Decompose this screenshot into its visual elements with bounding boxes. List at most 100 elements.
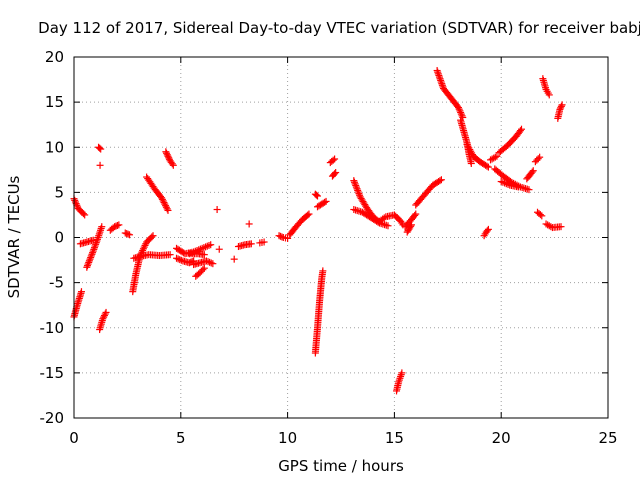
x-tick-label: 5 bbox=[176, 429, 186, 447]
x-axis-label: GPS time / hours bbox=[278, 457, 404, 475]
data-point bbox=[355, 190, 363, 198]
data-point bbox=[467, 159, 475, 167]
y-axis-label: SDTVAR / TECUs bbox=[5, 175, 23, 298]
data-point bbox=[140, 243, 148, 251]
data-point bbox=[455, 105, 463, 113]
data-point bbox=[113, 221, 121, 229]
data-point bbox=[99, 315, 107, 323]
data-point bbox=[200, 244, 208, 252]
data-point bbox=[164, 152, 172, 160]
data-point bbox=[213, 206, 221, 214]
data-point bbox=[332, 169, 340, 177]
data-point bbox=[139, 245, 147, 253]
data-point bbox=[483, 162, 491, 170]
data-point bbox=[545, 222, 553, 230]
data-point bbox=[96, 161, 104, 169]
data-point bbox=[491, 153, 499, 161]
data-point bbox=[163, 205, 171, 213]
data-point bbox=[89, 249, 97, 257]
data-point bbox=[163, 151, 171, 159]
data-point bbox=[536, 211, 544, 219]
data-point bbox=[556, 105, 564, 113]
data-point bbox=[356, 191, 364, 199]
data-point bbox=[545, 91, 553, 99]
data-point bbox=[284, 234, 292, 242]
data-point bbox=[456, 107, 464, 115]
data-point bbox=[205, 241, 213, 249]
data-point bbox=[517, 125, 525, 133]
data-point bbox=[504, 180, 512, 188]
data-point bbox=[141, 241, 149, 249]
x-tick-label: 15 bbox=[385, 429, 404, 447]
data-point bbox=[115, 221, 123, 229]
data-point bbox=[278, 233, 286, 241]
data-point bbox=[71, 198, 79, 206]
data-point bbox=[529, 167, 537, 175]
data-point bbox=[350, 178, 358, 186]
x-tick-label: 0 bbox=[69, 429, 79, 447]
data-point bbox=[230, 255, 238, 263]
data-point bbox=[88, 250, 96, 258]
data-point bbox=[322, 197, 330, 205]
data-point bbox=[71, 196, 79, 204]
data-point bbox=[398, 369, 406, 377]
data-point bbox=[199, 266, 207, 274]
y-tick-label: -15 bbox=[40, 364, 65, 382]
data-point bbox=[437, 176, 445, 184]
data-point bbox=[89, 247, 97, 255]
data-point bbox=[174, 255, 182, 263]
data-point bbox=[166, 251, 174, 259]
data-point bbox=[98, 223, 106, 231]
data-point bbox=[77, 288, 85, 296]
data-point bbox=[352, 182, 360, 190]
data-point bbox=[139, 246, 147, 254]
data-point bbox=[202, 243, 210, 251]
data-point bbox=[158, 194, 166, 202]
data-point bbox=[516, 127, 524, 135]
data-point bbox=[177, 256, 185, 264]
data-point bbox=[354, 186, 362, 194]
data-point bbox=[87, 252, 95, 260]
data-point bbox=[247, 240, 255, 248]
data-point bbox=[207, 259, 215, 267]
chart-title: Day 112 of 2017, Sidereal Day-to-day VTE… bbox=[38, 19, 640, 37]
x-tick-label: 20 bbox=[492, 429, 511, 447]
data-point bbox=[352, 183, 360, 191]
data-point bbox=[353, 185, 361, 193]
data-point bbox=[380, 214, 388, 222]
data-point bbox=[407, 222, 415, 230]
data-point bbox=[209, 260, 217, 268]
data-point bbox=[538, 212, 546, 220]
data-point bbox=[497, 178, 505, 186]
data-point bbox=[350, 177, 358, 185]
data-point bbox=[92, 239, 100, 247]
data-point bbox=[162, 202, 170, 210]
data-point bbox=[149, 232, 157, 240]
data-point bbox=[203, 242, 211, 250]
data-point bbox=[93, 235, 101, 243]
grid-lines bbox=[74, 57, 608, 418]
data-point bbox=[93, 237, 101, 245]
data-point bbox=[97, 224, 105, 232]
y-tick-label: 10 bbox=[45, 138, 64, 156]
data-point bbox=[207, 241, 215, 249]
data-point bbox=[196, 245, 204, 253]
data-point bbox=[319, 267, 327, 275]
data-point bbox=[436, 177, 444, 185]
data-point bbox=[260, 238, 268, 246]
data-point bbox=[351, 180, 359, 188]
data-point bbox=[525, 186, 533, 194]
data-point bbox=[198, 244, 206, 252]
data-point bbox=[95, 230, 103, 238]
data-point bbox=[161, 200, 169, 208]
x-tick-label: 25 bbox=[598, 429, 617, 447]
data-point bbox=[314, 192, 322, 200]
data-point bbox=[354, 188, 362, 196]
data-point bbox=[84, 260, 92, 268]
data-point bbox=[454, 104, 462, 112]
data-point bbox=[162, 203, 170, 211]
data-point bbox=[169, 161, 177, 169]
data-point bbox=[163, 149, 171, 157]
data-point bbox=[83, 262, 91, 270]
